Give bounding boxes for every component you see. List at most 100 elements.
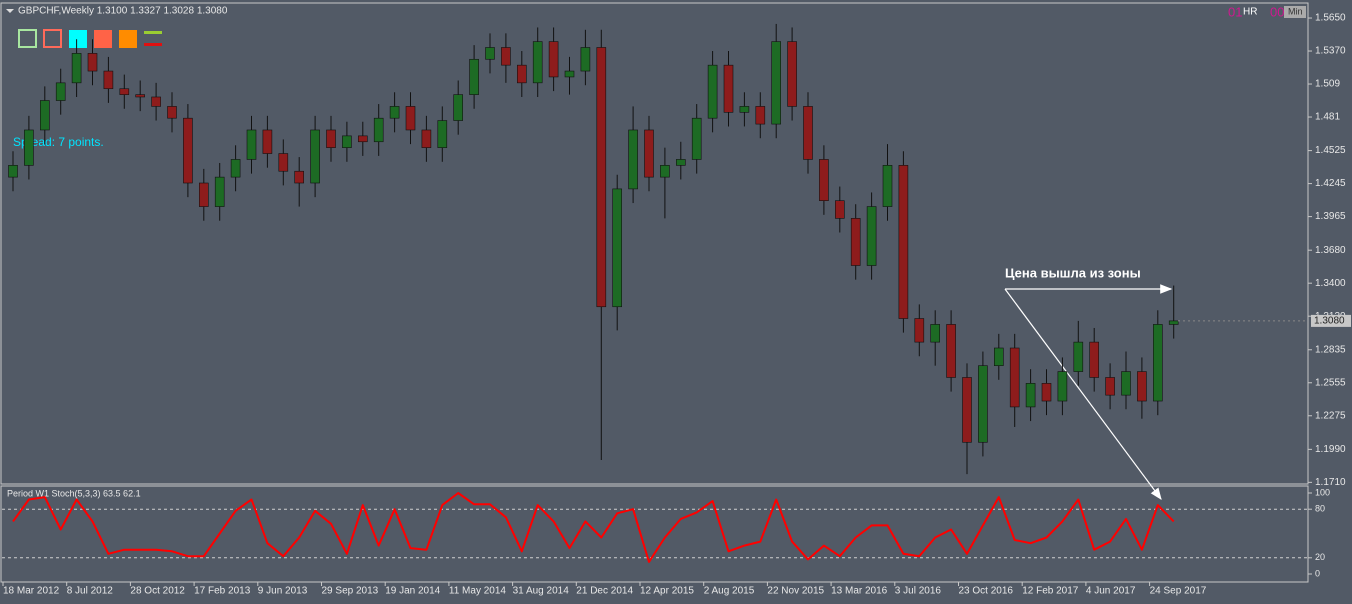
x-tick-label: 18 Mar 2012 [3,586,60,597]
candle-body [866,206,877,266]
candle-body [898,165,909,319]
candle-body [1121,371,1131,396]
x-tick-label: 3 Jul 2016 [895,586,942,597]
x-tick-label: 21 Dec 2014 [576,586,633,597]
candle-body [151,96,161,107]
candle-body [707,64,718,119]
candle-body [644,129,654,178]
y-tick-label: 1.4525 [1315,145,1346,156]
candle-body [87,53,98,72]
stoch-y-tick-label: 100 [1315,487,1330,497]
candle-body [1168,320,1179,325]
x-tick-label: 28 Oct 2012 [130,586,185,597]
candle-body [691,117,702,160]
candle-body [485,47,495,60]
candle-body [326,129,336,148]
candle-body [373,117,384,143]
y-tick-label: 1.509 [1315,79,1340,90]
candle-body [978,365,988,443]
candle-body [787,41,797,107]
candle-body [1057,371,1068,402]
candle-body [564,70,575,78]
y-tick-label: 1.2835 [1315,344,1346,355]
candle-body [532,41,543,84]
menu-triangle[interactable] [6,9,14,13]
x-tick-label: 19 Jan 2014 [385,586,440,597]
candle-body [135,94,145,98]
candle-body [596,47,607,308]
swatch [18,29,37,48]
stoch-panel [0,485,1309,583]
stoch-y-tick-label: 80 [1315,504,1325,514]
main-panel [0,2,1309,485]
x-tick-label: 22 Nov 2015 [767,586,824,597]
candle-body [357,135,368,143]
y-tick-label: 1.3400 [1315,278,1346,289]
x-tick-label: 12 Apr 2015 [640,586,694,597]
candle-body [675,159,686,166]
x-tick-label: 17 Feb 2013 [194,586,251,597]
y-tick-label: 1.4245 [1315,178,1346,189]
candle-body [930,324,941,343]
candle-body [914,318,925,343]
current-price-box [1311,314,1351,327]
swatch [69,30,87,48]
y-tick-label: 1.2555 [1315,377,1346,388]
candle-body [612,188,623,308]
current-price-label: 1.3080 [1314,316,1345,327]
candle-body [803,106,813,160]
candle-body [71,53,82,84]
candle-body [771,41,782,125]
clock-hours-unit: HR [1243,7,1257,18]
candle-body [1153,324,1163,402]
candle-body [1073,341,1084,372]
y-tick-label: 1.3680 [1315,245,1346,256]
candle-body [882,165,893,207]
color-swatches [18,29,162,48]
clock-minutes-unit: Min [1288,6,1303,16]
candle-body [1009,347,1020,408]
candle-body [628,129,638,190]
stoch-label: Period W1 Stoch(5,3,3) 63.5 62.1 [7,488,141,498]
candle-body [294,170,305,184]
candle-body [167,106,177,119]
candle-body [389,106,400,119]
x-tick-label: 29 Sep 2013 [322,586,379,597]
candle-body [103,70,114,90]
candle-body [199,182,209,207]
y-tick-label: 1.3965 [1315,211,1346,222]
candle-body [24,129,34,166]
clock-minutes: 00 [1270,4,1284,19]
candle-body [1137,371,1147,402]
stoch-y-tick-label: 20 [1315,552,1325,562]
candle-body [755,106,766,125]
candle-body [946,324,956,378]
y-tick-label: 1.2275 [1315,410,1346,421]
candle-body [278,153,289,172]
candle-body [230,159,241,178]
candle-body [405,106,416,131]
candle-body [834,200,845,219]
x-tick-label: 24 Sep 2017 [1150,586,1207,597]
candle-body [739,106,750,113]
candle-body [516,64,527,84]
candle-body [183,117,193,184]
candle-body [55,82,66,101]
candle-body [1025,383,1036,408]
stoch-line [12,492,1175,563]
x-tick-label: 2 Aug 2015 [704,586,755,597]
swatch [144,43,162,46]
candle-body [962,377,972,443]
y-tick-label: 1.1710 [1315,477,1346,488]
x-tick-label: 4 Jun 2017 [1086,586,1136,597]
x-tick-label: 11 May 2014 [449,586,507,597]
clock-hours: 01 [1228,4,1242,19]
candle-body [1105,377,1115,396]
swatch [119,30,137,48]
x-tick-label: 12 Feb 2017 [1022,586,1079,597]
candle-body [660,165,670,178]
annotation: Цена вышла из зоны [1005,265,1141,280]
candle-body [437,120,448,148]
y-tick-label: 1.5370 [1315,46,1346,57]
spread-text: Spread: 7 points. [13,135,104,149]
